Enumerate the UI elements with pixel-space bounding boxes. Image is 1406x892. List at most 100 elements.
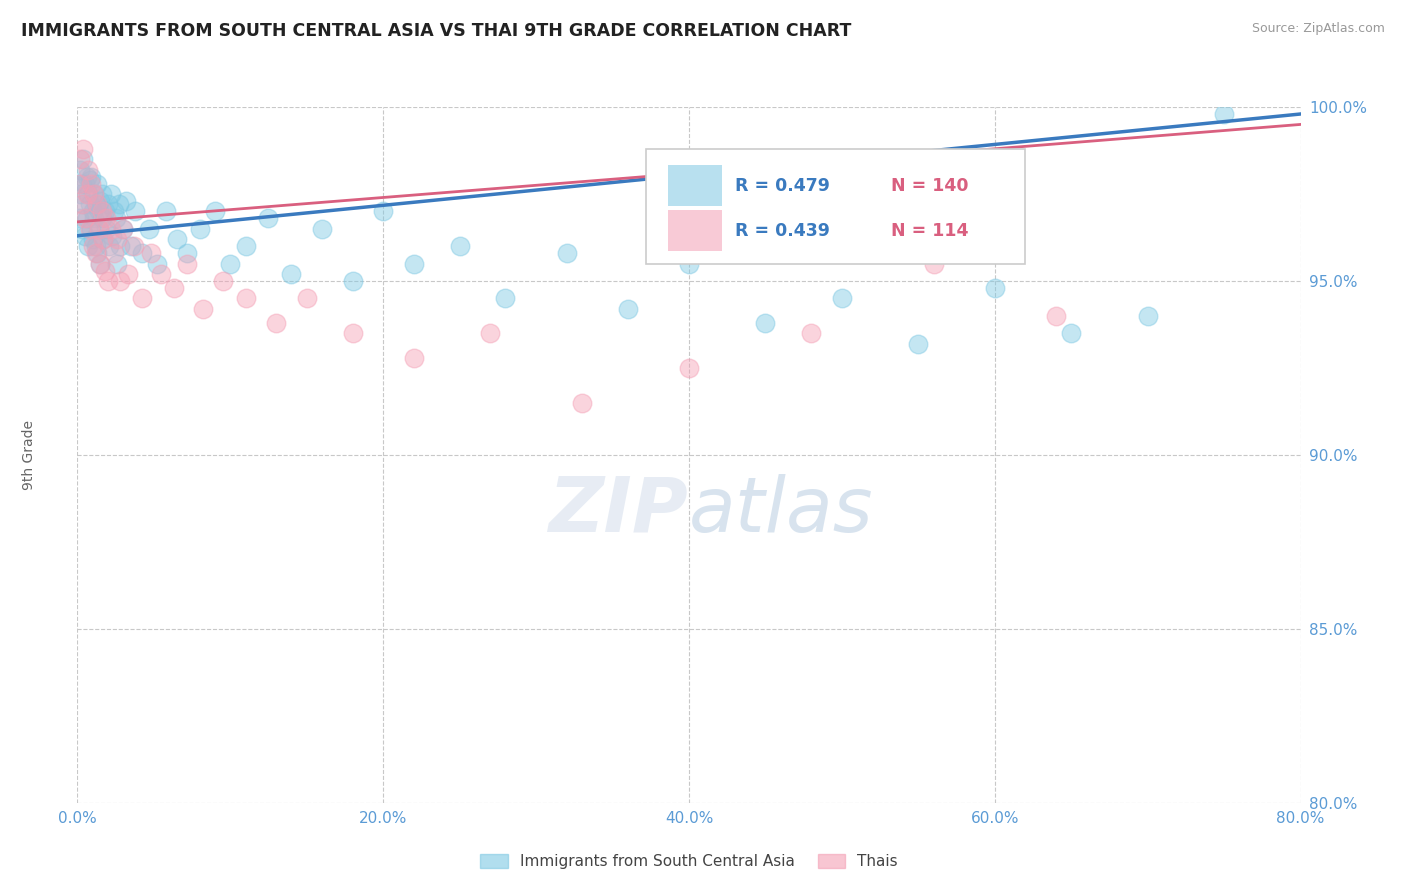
Text: R = 0.479: R = 0.479 <box>735 177 831 194</box>
Point <box>984 281 1007 295</box>
Point <box>188 221 211 235</box>
Point <box>124 204 146 219</box>
Point <box>219 256 242 270</box>
Point <box>91 232 114 246</box>
Point <box>69 152 91 166</box>
Point <box>94 204 117 219</box>
Point <box>235 291 257 305</box>
Y-axis label: 9th Grade: 9th Grade <box>21 420 35 490</box>
Point <box>176 246 198 260</box>
Point <box>80 221 103 235</box>
Point <box>70 221 93 235</box>
Point <box>112 221 135 235</box>
Point <box>80 169 103 184</box>
Text: atlas: atlas <box>689 474 873 548</box>
Point <box>131 291 153 305</box>
Point <box>1060 326 1083 340</box>
Point <box>1213 107 1236 121</box>
Point <box>100 186 122 201</box>
Point <box>96 211 118 226</box>
Point <box>257 211 280 226</box>
Point <box>1045 309 1067 323</box>
Point <box>342 274 364 288</box>
Text: N = 140: N = 140 <box>891 177 969 194</box>
Point <box>72 142 94 156</box>
Point <box>69 186 91 201</box>
Point <box>83 186 105 201</box>
Point <box>97 197 120 211</box>
Point <box>571 395 593 409</box>
Point <box>107 197 129 211</box>
Point <box>155 204 177 219</box>
Point <box>166 232 188 246</box>
Point <box>100 221 122 235</box>
Point <box>89 194 111 208</box>
Point <box>76 186 98 201</box>
Legend: Immigrants from South Central Asia, Thais: Immigrants from South Central Asia, Thai… <box>474 847 904 875</box>
Point <box>73 228 96 243</box>
Point <box>617 301 640 316</box>
Point <box>79 221 101 235</box>
Point <box>678 360 700 375</box>
Point <box>264 316 287 330</box>
Point <box>831 291 853 305</box>
Point <box>79 173 101 187</box>
FancyBboxPatch shape <box>668 210 721 251</box>
Point <box>479 326 502 340</box>
Point <box>108 239 131 253</box>
Point <box>67 211 90 226</box>
Text: R = 0.439: R = 0.439 <box>735 222 831 240</box>
Point <box>108 274 131 288</box>
Point <box>94 263 117 277</box>
Point <box>84 239 107 253</box>
Point <box>83 186 105 201</box>
Point <box>101 228 124 243</box>
Point <box>235 239 257 253</box>
Text: N = 114: N = 114 <box>891 222 969 240</box>
Point <box>84 197 107 211</box>
Point <box>86 246 108 260</box>
Point <box>449 239 471 253</box>
Point <box>139 246 162 260</box>
FancyBboxPatch shape <box>668 165 721 206</box>
Point <box>77 162 100 177</box>
Point <box>87 204 110 219</box>
Point <box>67 177 90 191</box>
Point <box>907 336 929 351</box>
Point <box>76 211 98 226</box>
Point <box>131 246 153 260</box>
Point <box>120 239 142 253</box>
Point <box>73 211 96 226</box>
Point <box>82 239 104 253</box>
Point <box>104 211 127 226</box>
Point <box>402 256 425 270</box>
Point <box>83 211 105 226</box>
Point <box>555 246 578 260</box>
Point <box>87 221 110 235</box>
Point <box>87 221 110 235</box>
Point <box>82 232 104 246</box>
Point <box>98 239 121 253</box>
Point <box>89 256 111 270</box>
Point <box>163 281 186 295</box>
Point <box>204 204 226 219</box>
Point <box>91 232 114 246</box>
Point <box>495 291 517 305</box>
Text: ZIP: ZIP <box>550 474 689 548</box>
Point <box>90 211 112 226</box>
Point <box>800 326 823 340</box>
Point <box>77 186 100 201</box>
Point <box>150 267 173 281</box>
Point <box>90 186 112 201</box>
Point <box>371 204 394 219</box>
Point <box>295 291 318 305</box>
Point <box>76 169 98 184</box>
Point <box>117 267 139 281</box>
Text: Source: ZipAtlas.com: Source: ZipAtlas.com <box>1251 22 1385 36</box>
Point <box>138 221 160 235</box>
Point <box>754 316 776 330</box>
Point <box>105 232 128 246</box>
Point <box>70 197 93 211</box>
Point <box>311 221 333 235</box>
Point <box>211 274 233 288</box>
